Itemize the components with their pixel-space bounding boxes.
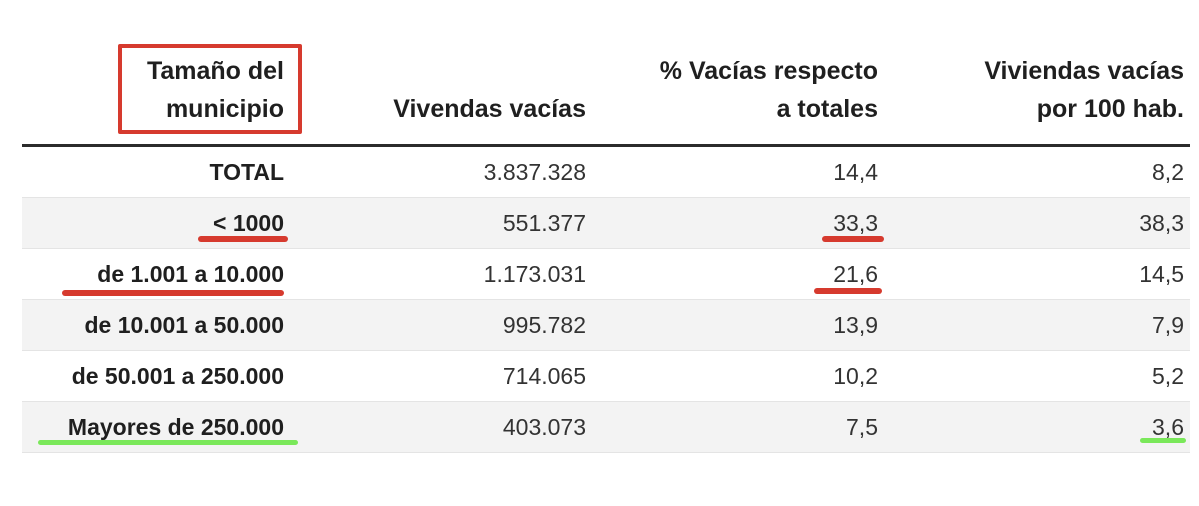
header-viviendas-vacias: Vivendas vacías <box>393 95 586 123</box>
cell-porcentaje-vacias: 33,3 <box>833 210 878 236</box>
header-tamano-municipio: Tamaño del municipio <box>146 57 284 123</box>
table-row-menos-1000: < 1000 551.377 33,3 38,3 <box>22 198 1190 249</box>
cell-porcentaje-vacias: 10,2 <box>833 363 878 389</box>
cell-viviendas-vacias: 714.065 <box>502 363 586 389</box>
table-row-total: TOTAL 3.837.328 14,4 8,2 <box>22 147 1190 198</box>
cell-viviendas-vacias: 1.173.031 <box>483 261 586 287</box>
cell-porcentaje-vacias: 21,6 <box>833 261 878 287</box>
underline-menos-1000 <box>198 236 288 242</box>
row-label: de 50.001 a 250.000 <box>71 363 284 389</box>
table-body: TOTAL 3.837.328 14,4 8,2 < 1000 551.377 … <box>22 147 1190 453</box>
row-label: Mayores de 250.000 <box>67 414 284 440</box>
header-vacias-por-100-hab: Viviendas vacías por 100 hab. <box>984 57 1184 123</box>
row-label: de 1.001 a 10.000 <box>97 261 284 287</box>
cell-por-100-hab: 5,2 <box>1152 363 1184 389</box>
underline-mayores-250000 <box>38 440 298 445</box>
header-porcentaje-vacias: % Vacías respecto a totales <box>659 57 878 123</box>
cell-viviendas-vacias: 995.782 <box>502 312 586 338</box>
table-row-1001-10000: de 1.001 a 10.000 1.173.031 21,6 14,5 <box>22 249 1190 300</box>
underline-1001-10000 <box>62 290 284 296</box>
cell-por-100-hab: 38,3 <box>1139 210 1184 236</box>
underline-33-3 <box>822 236 884 242</box>
cell-porcentaje-vacias: 7,5 <box>846 414 878 440</box>
header-divider <box>22 144 1190 147</box>
table-row-mayores-250000: Mayores de 250.000 403.073 7,5 3,6 <box>22 402 1190 453</box>
cell-por-100-hab: 3,6 <box>1152 414 1184 440</box>
data-table: Tamaño del municipio Vivendas vacías % V… <box>22 0 1190 453</box>
cell-por-100-hab: 8,2 <box>1152 159 1184 185</box>
row-label: TOTAL <box>209 159 284 185</box>
table-row-10001-50000: de 10.001 a 50.000 995.782 13,9 7,9 <box>22 300 1190 351</box>
underline-3-6 <box>1140 438 1186 443</box>
cell-por-100-hab: 14,5 <box>1139 261 1184 287</box>
cell-porcentaje-vacias: 13,9 <box>833 312 878 338</box>
row-label: de 10.001 a 50.000 <box>84 312 285 338</box>
cell-viviendas-vacias: 403.073 <box>502 414 586 440</box>
table-header: Tamaño del municipio Vivendas vacías % V… <box>22 0 1190 146</box>
underline-21-6 <box>814 288 882 294</box>
cell-viviendas-vacias: 3.837.328 <box>483 159 586 185</box>
row-label: < 1000 <box>213 210 284 236</box>
cell-por-100-hab: 7,9 <box>1152 312 1184 338</box>
cell-viviendas-vacias: 551.377 <box>502 210 586 236</box>
cell-porcentaje-vacias: 14,4 <box>833 159 878 185</box>
header-highlight-box <box>118 44 302 134</box>
table-row-50001-250000: de 50.001 a 250.000 714.065 10,2 5,2 <box>22 351 1190 402</box>
